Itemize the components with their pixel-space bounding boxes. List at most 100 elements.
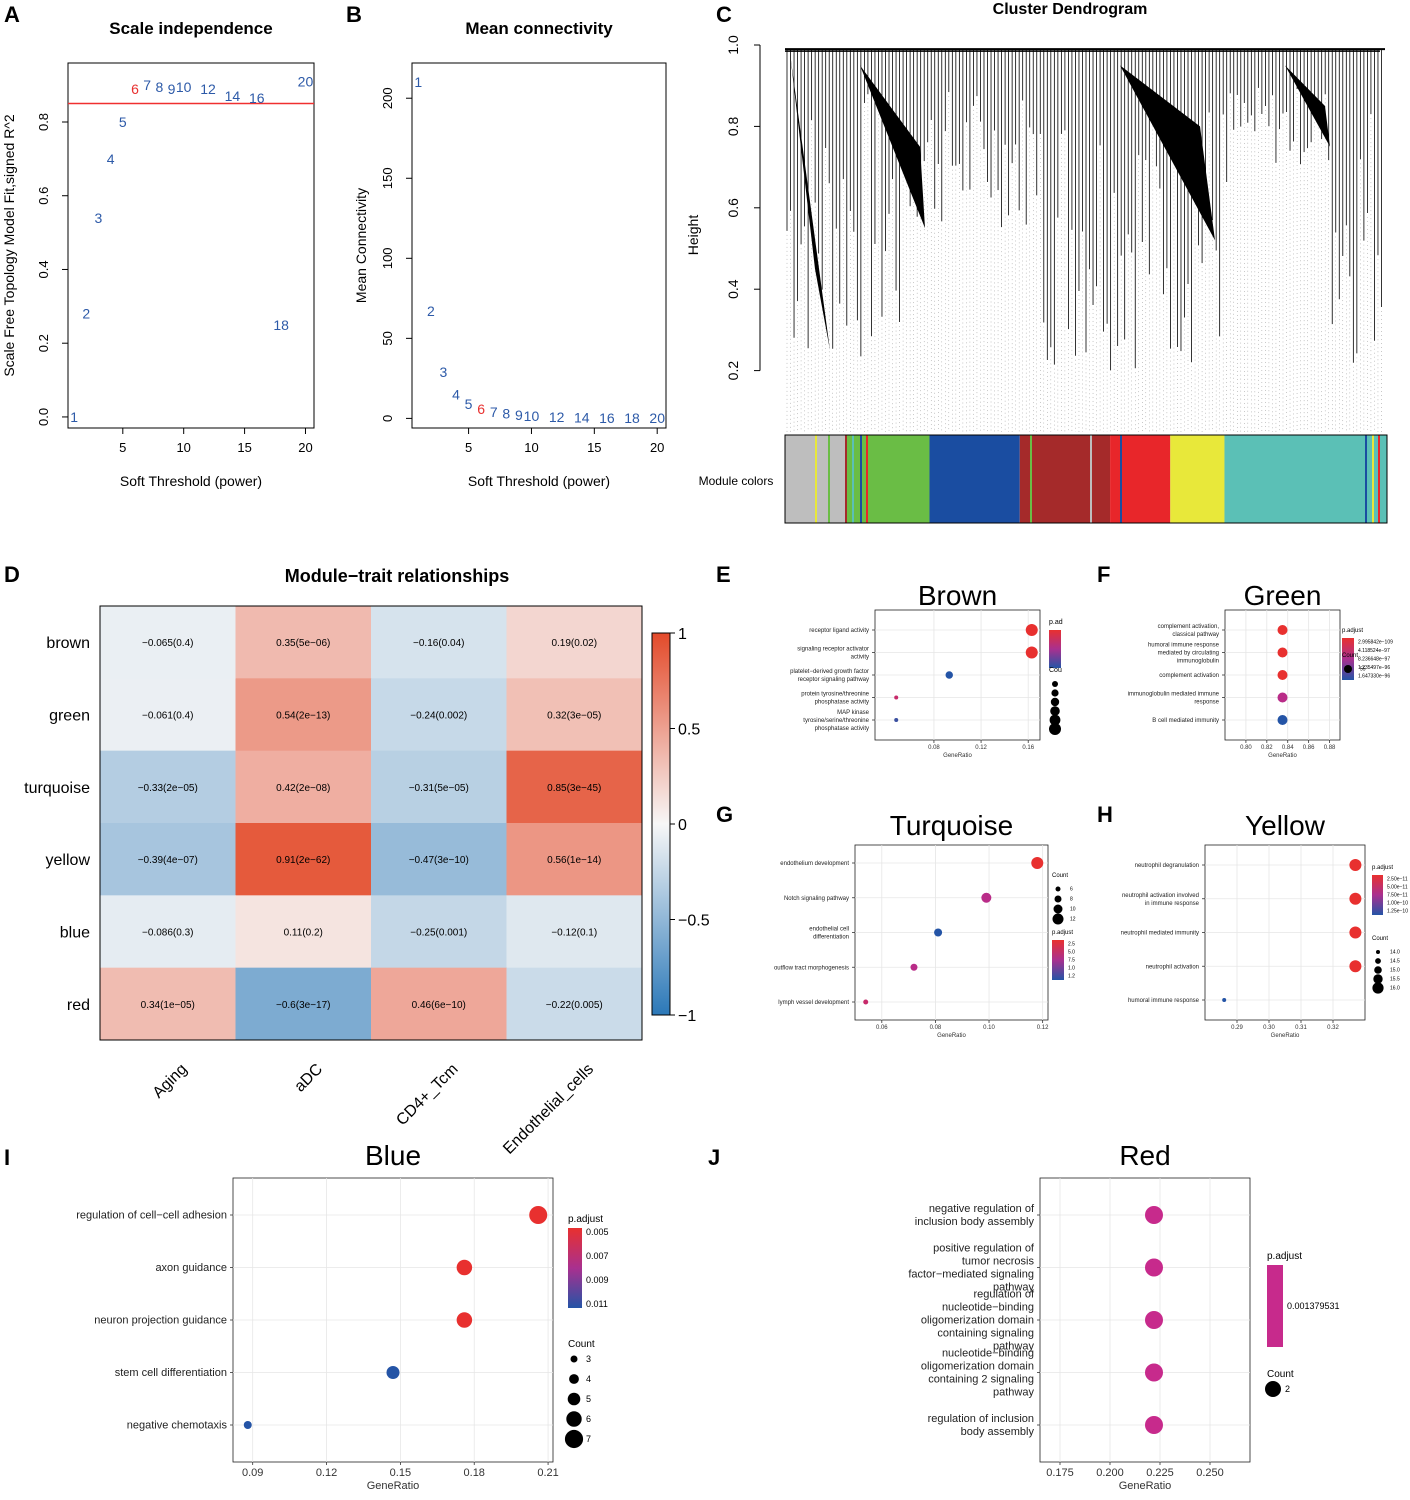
x-tick-label: 0.12: [316, 1467, 337, 1479]
module-color-stripe: [845, 435, 847, 523]
module-color-stripe: [1365, 435, 1367, 523]
term-label: humoral immune response: [1148, 643, 1220, 649]
count-legend-dot: [1050, 706, 1060, 716]
x-tick-label: 20: [298, 440, 312, 455]
term-label: neutrophil activation: [1146, 964, 1199, 970]
module-color-stripe: [1120, 435, 1122, 523]
enrichment-dot: [1349, 926, 1362, 939]
heatmap-cell-label: 0.32(3e−05): [547, 711, 601, 722]
term-label: receptor ligand activity: [809, 628, 869, 634]
x-tick-label: 0.88: [1324, 745, 1336, 751]
x-tick-label: 0.175: [1046, 1467, 1074, 1479]
padj-legend-value: 5.00e−11: [1387, 885, 1408, 891]
heatmap-cell: [506, 823, 643, 896]
term-label: negative regulation of: [929, 1203, 1035, 1215]
term-label: phosphatase activity: [815, 700, 869, 706]
enrichment-dot: [1349, 892, 1362, 905]
count-legend-value: 15.5: [1390, 977, 1400, 983]
x-tick-label: 0.86: [1303, 745, 1315, 751]
count-legend-value: 15.0: [1390, 968, 1400, 974]
x-tick-label: 0.80: [1240, 745, 1252, 751]
term-label: neuron projection guidance: [94, 1315, 227, 1327]
heatmap-cell: [506, 606, 643, 679]
panel-letter-b: B: [346, 2, 362, 27]
enrichment-dot: [1277, 670, 1288, 680]
padj-colorbar: [1342, 638, 1354, 680]
heatmap-cell-label: 0.54(2e−13): [276, 711, 330, 722]
power-point: 20: [649, 410, 665, 426]
module-color-stripe: [1030, 435, 1032, 523]
count-legend-value: 5: [586, 1394, 591, 1404]
term-label: tumor necrosis: [962, 1256, 1035, 1268]
heatmap-cell: [506, 895, 643, 969]
term-label: phosphatase activity: [815, 726, 869, 732]
heatmap-cell: [371, 678, 507, 752]
term-label: pathway: [993, 1341, 1034, 1353]
module-color-stripe: [1090, 435, 1092, 523]
term-label: mediated by circulating: [1158, 651, 1219, 657]
chart-title: Green: [1244, 580, 1322, 611]
term-label: in immune response: [1145, 901, 1200, 907]
x-axis-label: GeneRatio: [367, 1480, 420, 1492]
enrichment-dot: [1277, 692, 1288, 703]
heatmap-cell-label: 0.19(0.02): [551, 638, 597, 649]
count-legend-dot: [570, 1355, 578, 1363]
padj-legend-value: 0.001379531: [1287, 1301, 1340, 1311]
power-point: 12: [200, 81, 216, 97]
x-tick-label: 10: [176, 440, 190, 455]
term-label: lymph vessel development: [778, 1000, 849, 1006]
module-color-block: [1224, 435, 1387, 523]
module-color-stripe: [866, 435, 868, 523]
x-tick-label: 0.250: [1196, 1467, 1224, 1479]
y-tick-label: 0.6: [36, 187, 51, 205]
heatmap-cell-label: −0.31(5e−05): [409, 783, 469, 794]
power-point: 5: [119, 114, 127, 130]
x-tick-label: 0.82: [1261, 745, 1273, 751]
enrichment-dot: [1025, 646, 1038, 659]
padj-legend-value: 7.50e−11: [1387, 893, 1408, 899]
padj-legend-value: 0.009: [586, 1275, 609, 1285]
power-point: 5: [465, 396, 473, 412]
x-tick-label: 5: [465, 440, 472, 455]
term-label: outflow tract morphogenesis: [774, 965, 849, 971]
power-point: 1: [70, 409, 78, 425]
count-legend-title: Cou: [1049, 667, 1062, 674]
module-color-block: [1170, 435, 1225, 523]
enrichment-dot: [981, 892, 992, 903]
heatmap-cell: [100, 750, 236, 824]
count-legend-value: 14.0: [1390, 950, 1400, 956]
term-label: receptor signaling pathway: [798, 677, 869, 683]
term-label: axon guidance: [155, 1262, 227, 1274]
power-point: 6: [477, 401, 485, 417]
y-tick-label: 0.2: [725, 361, 741, 381]
dendro-wedge: [1285, 65, 1330, 147]
dendro-wedge: [790, 53, 830, 351]
heatmap-cell: [100, 823, 236, 896]
count-legend-dot: [566, 1411, 582, 1427]
power-point: 14: [225, 88, 241, 104]
enrichment-dot: [934, 928, 943, 937]
enrichment-dot: [386, 1366, 400, 1379]
enrichment-dot: [1145, 1363, 1163, 1382]
power-point: 2: [427, 303, 435, 319]
term-label: inclusion body assembly: [915, 1216, 1035, 1228]
chart-title: Mean connectivity: [465, 19, 613, 38]
dendro-wedge: [860, 65, 925, 229]
power-point: 4: [107, 151, 115, 167]
x-tick-label: 0.06: [876, 1025, 888, 1031]
term-label: neutrophil activation involved: [1122, 893, 1199, 899]
heatmap-frame: [99, 605, 643, 1041]
count-legend-title: Count: [1267, 1369, 1294, 1380]
enrichment-dot: [1145, 1311, 1163, 1329]
panel-j: Red 0.175 0.200 0.225 0.250 GeneRatio negative…: [908, 1140, 1339, 1492]
padj-legend-value: 5.0: [1068, 950, 1075, 956]
term-label: containing signaling: [937, 1328, 1034, 1340]
padj-colorbar: [1267, 1265, 1283, 1347]
term-label: oligomerization domain: [921, 1315, 1034, 1327]
dendro-wedge: [1120, 65, 1215, 241]
count-legend-dot: [1052, 681, 1058, 687]
count-legend-value: 7: [586, 1434, 591, 1444]
heatmap-cell-label: 0.46(6e−10): [412, 1000, 466, 1011]
enrichment-dot: [1025, 624, 1038, 636]
power-point: 16: [599, 410, 615, 426]
